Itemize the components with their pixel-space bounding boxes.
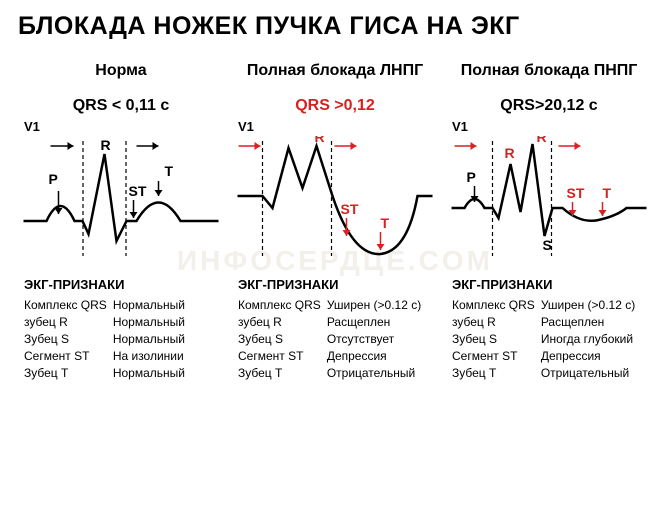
svg-text:P: P: [467, 169, 476, 185]
signs-right-col: Нормальный Нормальный Нормальный На изолини…: [113, 298, 185, 381]
svg-text:R: R: [537, 136, 547, 145]
sign-label: зубец R: [238, 315, 321, 330]
svg-text:R: R: [505, 145, 515, 161]
sign-value: Нормальный: [113, 332, 185, 347]
lead-label: V1: [446, 119, 652, 134]
sign-value: Депрессия: [327, 349, 421, 364]
waveform: P R R S ST T: [446, 136, 652, 271]
sign-value: Отрицательный: [327, 366, 421, 381]
signs-table: Комплекс QRS зубец R Зубец S Сегмент ST Зубе…: [446, 298, 652, 381]
lead-label: V1: [18, 119, 224, 134]
qrs-label: QRS >0,12: [232, 97, 438, 115]
col-title: Полная блокада ЛНПГ: [232, 51, 438, 91]
column-0: Норма QRS < 0,11 с V1 P R ST T ЭКГ-ПРИЗНАКИ Комп…: [18, 51, 224, 381]
sign-label: Сегмент ST: [452, 349, 535, 364]
column-1: Полная блокада ЛНПГ QRS >0,12 V1 R ST T ЭКГ-ПР…: [232, 51, 438, 381]
sign-label: зубец R: [24, 315, 107, 330]
sign-label: Комплекс QRS: [452, 298, 535, 313]
sign-value: Отрицательный: [541, 366, 635, 381]
sign-value: Уширен (>0.12 с): [327, 298, 421, 313]
svg-text:T: T: [603, 185, 612, 201]
signs-left-col: Комплекс QRS зубец R Зубец S Сегмент ST Зубе…: [238, 298, 321, 381]
sign-label: Зубец S: [452, 332, 535, 347]
sign-label: Зубец S: [24, 332, 107, 347]
column-2: Полная блокада ПНПГ QRS>20,12 с V1 P R R S ST T Э…: [446, 51, 652, 381]
sign-label: Зубец Т: [24, 366, 107, 381]
sign-label: Зубец Т: [452, 366, 535, 381]
sign-value: Иногда глубокий: [541, 332, 635, 347]
svg-text:P: P: [49, 171, 58, 187]
signs-right-col: Уширен (>0.12 с) Расщеплен Иногда глубокий…: [541, 298, 635, 381]
sign-value: Нормальный: [113, 298, 185, 313]
signs-header: ЭКГ-ПРИЗНАКИ: [446, 277, 652, 292]
signs-left-col: Комплекс QRS зубец R Зубец S Сегмент ST Зубе…: [452, 298, 535, 381]
sign-label: Сегмент ST: [238, 349, 321, 364]
sign-value: Расщеплен: [541, 315, 635, 330]
sign-value: Нормальный: [113, 366, 185, 381]
sign-label: Комплекс QRS: [24, 298, 107, 313]
waveform: R ST T: [232, 136, 438, 271]
main-title: БЛОКАДА НОЖЕК ПУЧКА ГИСА НА ЭКГ: [18, 12, 652, 41]
sign-value: Расщеплен: [327, 315, 421, 330]
columns: НормаQRS < 0,11 сV1PRSTTЭКГ-ПРИЗНАКИКомп…: [18, 51, 652, 381]
svg-text:S: S: [543, 237, 552, 253]
svg-text:T: T: [381, 215, 390, 231]
sign-value: Нормальный: [113, 315, 185, 330]
svg-text:T: T: [165, 163, 174, 179]
col-title: Полная блокада ПНПГ: [446, 51, 652, 91]
svg-text:ST: ST: [341, 201, 359, 217]
signs-right-col: Уширен (>0.12 с) Расщеплен Отсутствует Депр…: [327, 298, 421, 381]
svg-text:R: R: [315, 136, 325, 145]
sign-label: Сегмент ST: [24, 349, 107, 364]
sign-label: Комплекс QRS: [238, 298, 321, 313]
col-title: Норма: [18, 51, 224, 91]
sign-label: Зубец Т: [238, 366, 321, 381]
signs-table: Комплекс QRS зубец R Зубец S Сегмент ST Зубе…: [18, 298, 224, 381]
sign-label: Зубец S: [238, 332, 321, 347]
svg-text:ST: ST: [129, 183, 147, 199]
qrs-label: QRS>20,12 с: [446, 97, 652, 115]
sign-value: На изолинии: [113, 349, 185, 364]
qrs-label: QRS < 0,11 с: [18, 97, 224, 115]
signs-table: Комплекс QRS зубец R Зубец S Сегмент ST Зубе…: [232, 298, 438, 381]
signs-left-col: Комплекс QRS зубец R Зубец S Сегмент ST Зубе…: [24, 298, 107, 381]
waveform: P R ST T: [18, 136, 224, 271]
signs-header: ЭКГ-ПРИЗНАКИ: [232, 277, 438, 292]
signs-header: ЭКГ-ПРИЗНАКИ: [18, 277, 224, 292]
svg-text:R: R: [101, 137, 111, 153]
sign-value: Депрессия: [541, 349, 635, 364]
svg-text:ST: ST: [567, 185, 585, 201]
sign-value: Отсутствует: [327, 332, 421, 347]
sign-value: Уширен (>0.12 с): [541, 298, 635, 313]
lead-label: V1: [232, 119, 438, 134]
sign-label: зубец R: [452, 315, 535, 330]
